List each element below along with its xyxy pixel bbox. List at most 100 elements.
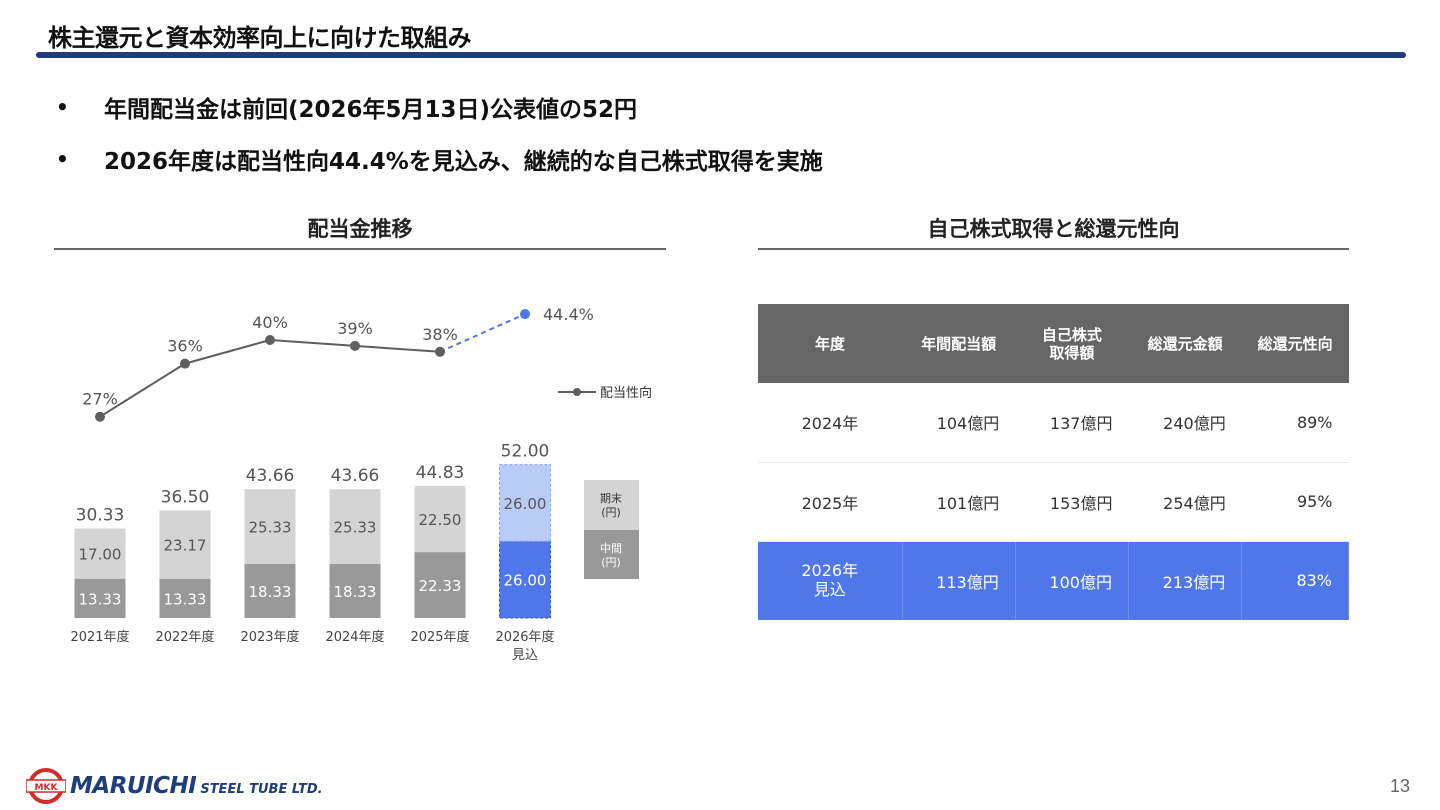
- buyback-section-title: 自己株式取得と総還元性向: [927, 217, 1180, 241]
- dividend-chart: 13.33 17.00 30.33 2021年度 13.33 23.17 36.50 2022…: [70, 305, 652, 663]
- x-tick-label: 2025年度: [410, 629, 469, 645]
- svg-text:MKK: MKK: [35, 783, 59, 793]
- cell-total-return: 240億円: [1128, 383, 1242, 463]
- cell-return-ratio: 89%: [1241, 383, 1349, 463]
- x-tick-label: 見込: [512, 648, 538, 663]
- year-end-value-label: 25.33: [249, 519, 292, 537]
- payout-ratio-label: 38%: [422, 325, 458, 344]
- payout-ratio-label: 36%: [167, 337, 203, 356]
- legend-interim-unit: (円): [601, 556, 621, 569]
- dividend-section-title: 配当金推移: [307, 217, 413, 241]
- bullet-2: • 2026年度は配当性向44.4%を見込み、継続的な自己株式取得を実施: [56, 142, 823, 176]
- title-underline: [36, 52, 1406, 58]
- legend-year-end-label: 期末: [600, 491, 622, 505]
- legend-line-marker: [573, 388, 581, 396]
- page-title: 株主還元と資本効率向上に向けた取組み: [48, 24, 472, 52]
- page-number: 13: [1389, 776, 1410, 796]
- cell-dividend: 104億円: [902, 383, 1016, 463]
- bullet-dot: •: [56, 147, 69, 171]
- cell-dividend: 101億円: [902, 462, 1016, 542]
- total-value-label: 43.66: [331, 466, 380, 486]
- bullet-1: • 年間配当金は前回(2026年5月13日)公表値の52円: [56, 90, 637, 124]
- cell-buyback: 100億円: [1015, 541, 1129, 620]
- legend-year-end-unit: (円): [601, 506, 621, 519]
- bar-year-end: [244, 489, 296, 564]
- payout-ratio-line: [99, 338, 441, 418]
- legend-year-end-swatch: [584, 480, 639, 530]
- x-tick-label: 2021年度: [70, 629, 129, 645]
- dividend-section-rule: [54, 248, 666, 250]
- total-value-label: 43.66: [246, 466, 295, 486]
- total-value-label: 44.83: [416, 463, 465, 483]
- cell-buyback: 153億円: [1015, 462, 1129, 542]
- table-body: 2024年 104億円 137億円 240億円 89% 2025年 101億円 153億円 25…: [758, 383, 1349, 620]
- payout-ratio-label: 27%: [82, 390, 118, 409]
- interim-value-label: 22.33: [419, 577, 462, 595]
- bar-interim: [159, 578, 211, 618]
- x-tick-label: 2022年度: [155, 629, 214, 645]
- bar-interim: [74, 578, 126, 618]
- logo-name: MARUICHI: [70, 773, 197, 799]
- header-total-return: 総還元金額: [1128, 304, 1242, 383]
- year-end-value-label: 25.33: [334, 519, 377, 537]
- cell-return-ratio: 95%: [1241, 462, 1349, 542]
- total-value-label: 30.33: [76, 506, 125, 526]
- bar-year-end: [499, 464, 551, 542]
- cell-year: 2025年: [758, 462, 902, 542]
- payout-ratio-point: [180, 358, 190, 369]
- cell-year: 2026年 見込: [758, 541, 903, 620]
- bar-year-end: [74, 528, 126, 579]
- bar-interim: [329, 563, 381, 618]
- table-row: 2025年 101億円 153億円 254億円 95%: [758, 462, 1349, 542]
- bullet-text-2: 2026年度は配当性向44.4%を見込み、継続的な自己株式取得を実施: [104, 149, 823, 175]
- bullet-dot: •: [56, 95, 69, 119]
- interim-value-label: 26.00: [504, 572, 547, 590]
- bar-year-end: [329, 489, 381, 564]
- cell-year: 2024年: [758, 383, 902, 463]
- year-end-value-label: 22.50: [419, 511, 462, 529]
- legend-interim-label: 中間: [600, 542, 622, 555]
- table-row: 2026年 見込 113億円 100億円 213億円 83%: [758, 541, 1349, 620]
- interim-value-label: 13.33: [79, 590, 122, 608]
- table-header-row: 年度 年間配当額 自己株式 取得額 総還元金額 総還元性向: [758, 304, 1349, 383]
- bullet-text-1: 年間配当金は前回(2026年5月13日)公表値の52円: [104, 97, 638, 123]
- bar-interim: [244, 563, 296, 618]
- cell-total-return: 213億円: [1128, 541, 1243, 620]
- header-dividend: 年間配当額: [902, 304, 1016, 383]
- interim-value-label: 13.33: [164, 590, 207, 608]
- cell-total-return: 254億円: [1128, 462, 1242, 542]
- buyback-section-rule: [758, 248, 1349, 250]
- payout-ratio-point: [520, 309, 530, 320]
- cell-dividend: 113億円: [902, 541, 1016, 620]
- company-logo: MKK MARUICHI STEEL TUBE LTD.: [26, 768, 323, 804]
- payout-ratio-point: [435, 346, 445, 357]
- year-end-value-label: 26.00: [504, 495, 547, 513]
- bar-interim: [414, 552, 466, 618]
- year-end-value-label: 17.00: [79, 546, 122, 564]
- x-tick-label: 2024年度: [325, 629, 384, 645]
- payout-ratio-point: [350, 340, 360, 351]
- legend-line-label: 配当性向: [600, 385, 652, 401]
- shareholder-return-table: 年度 年間配当額 自己株式 取得額 総還元金額 総還元性向 2024年 104億円 1…: [758, 304, 1349, 620]
- legend-interim-swatch: [584, 530, 639, 579]
- year-end-value-label: 23.17: [164, 537, 207, 555]
- payout-ratio-label: 44.4%: [543, 305, 594, 324]
- mkk-logo-icon: MKK: [26, 768, 66, 804]
- interim-value-label: 18.33: [334, 583, 377, 601]
- payout-ratio-point: [95, 411, 105, 422]
- x-tick-label: 2026年度: [495, 629, 554, 645]
- bar-year-end: [414, 485, 466, 553]
- payout-ratio-label: 40%: [252, 313, 288, 332]
- cell-return-ratio: 83%: [1241, 541, 1349, 620]
- header-return-ratio: 総還元性向: [1241, 304, 1349, 383]
- x-tick-label: 2023年度: [240, 629, 299, 645]
- total-value-label: 36.50: [161, 487, 210, 507]
- header-year: 年度: [758, 304, 902, 383]
- bar-year-end: [159, 510, 211, 579]
- cell-buyback: 137億円: [1015, 383, 1129, 463]
- payout-ratio-point: [265, 335, 275, 345]
- total-value-label: 52.00: [501, 442, 550, 462]
- interim-value-label: 18.33: [249, 583, 292, 601]
- payout-ratio-forecast-line: [439, 313, 526, 353]
- logo-sub: STEEL TUBE LTD.: [200, 781, 323, 797]
